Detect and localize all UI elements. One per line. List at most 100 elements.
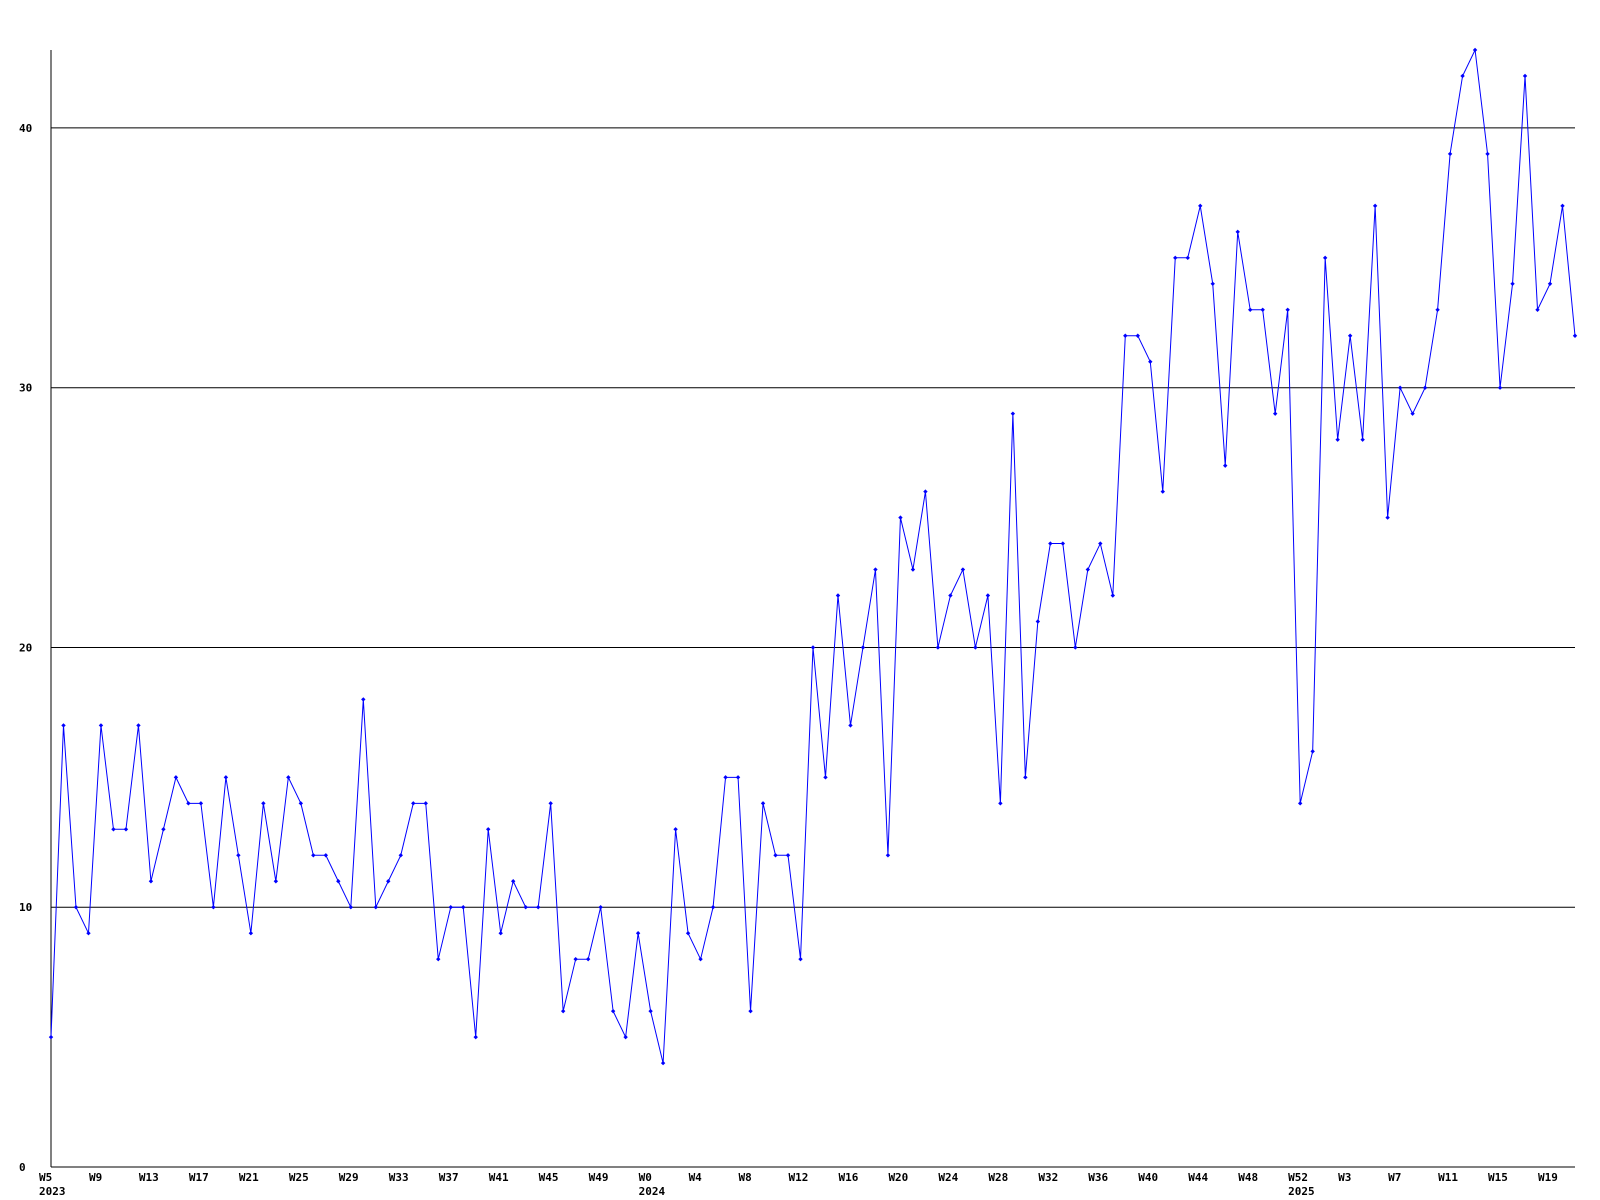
data-point <box>848 723 853 728</box>
data-point <box>111 827 116 832</box>
data-point <box>760 801 766 806</box>
data-point <box>486 827 491 832</box>
data-point <box>948 593 953 598</box>
data-point <box>498 931 503 936</box>
data-point <box>1160 489 1165 494</box>
data-point <box>648 1008 653 1014</box>
data-point <box>885 853 891 858</box>
y-tick-label-20: 20 <box>19 641 32 654</box>
data-point <box>398 853 403 858</box>
data-point <box>248 931 254 936</box>
data-point <box>998 801 1003 806</box>
data-point <box>1248 307 1253 312</box>
data-point <box>1372 203 1378 209</box>
data-points <box>48 47 1578 1066</box>
data-point <box>610 1008 616 1014</box>
data-point <box>1410 411 1415 416</box>
data-point <box>1322 255 1328 261</box>
data-point <box>1310 749 1315 754</box>
data-point <box>1148 359 1153 364</box>
data-point <box>1272 411 1278 416</box>
data-point <box>1447 151 1453 157</box>
data-point <box>910 567 916 572</box>
data-point <box>723 775 728 780</box>
data-point <box>223 775 229 780</box>
data-point <box>1485 151 1490 157</box>
data-point <box>211 905 216 910</box>
x-tick-labels: W5 W9 W13 W17 W21 W25 W29 W33 W37 W41 W45 W49 W0 W4 W8… <box>39 1171 1558 1184</box>
data-point <box>573 956 578 962</box>
data-point <box>1435 307 1440 312</box>
data-point <box>336 879 341 884</box>
data-point <box>1472 47 1478 53</box>
data-point <box>148 879 154 884</box>
x-tick-label: W8 <box>739 1171 752 1184</box>
x-tick-label: W12 <box>789 1171 809 1184</box>
x-tick-label: W49 <box>589 1171 609 1184</box>
data-point <box>773 853 778 858</box>
data-point <box>810 645 816 650</box>
data-point <box>1198 203 1203 209</box>
data-point <box>311 853 316 858</box>
x-tick-label: W44 <box>1188 1171 1208 1184</box>
data-point <box>1235 229 1240 235</box>
grid-lines <box>51 127 1575 908</box>
data-point <box>1572 333 1578 338</box>
y-tick-label-30: 30 <box>19 382 32 395</box>
data-point <box>1460 73 1465 79</box>
data-point <box>785 853 791 858</box>
data-point <box>98 723 104 728</box>
x-tick-label: W45 <box>539 1171 559 1184</box>
data-point <box>873 567 878 572</box>
data-point <box>823 775 828 780</box>
data-point <box>1185 255 1190 261</box>
x-tick-label: W17 <box>189 1171 209 1184</box>
x-tick-label: W0 <box>639 1171 652 1184</box>
x-tick-label: W24 <box>938 1171 958 1184</box>
data-point <box>535 905 541 910</box>
data-point <box>198 801 204 806</box>
data-point <box>461 905 466 910</box>
data-point <box>161 827 166 832</box>
data-point <box>1535 307 1540 312</box>
data-point <box>286 775 291 780</box>
data-point <box>373 905 378 910</box>
series-line <box>50 48 1576 1064</box>
data-point <box>1522 73 1528 79</box>
x-tick-label: W9 <box>89 1171 102 1184</box>
data-point <box>423 801 428 806</box>
data-point <box>1397 385 1403 390</box>
data-point <box>623 1034 628 1040</box>
x-tick-label: W21 <box>239 1171 259 1184</box>
data-point <box>1023 775 1028 780</box>
data-point <box>735 775 741 780</box>
year-labels: 2023 2024 2025 <box>39 1185 1315 1198</box>
data-point <box>1010 411 1016 416</box>
data-point <box>698 956 703 962</box>
x-tick-label: W11 <box>1438 1171 1458 1184</box>
x-tick-label: W19 <box>1538 1171 1558 1184</box>
data-point <box>860 645 866 650</box>
x-tick-label: W25 <box>289 1171 309 1184</box>
data-point <box>685 931 691 936</box>
data-point <box>635 931 641 936</box>
data-point <box>73 905 79 910</box>
y-tick-labels: 0 10 20 30 40 <box>19 122 32 1174</box>
x-tick-label: W3 <box>1338 1171 1351 1184</box>
data-point <box>523 905 528 910</box>
data-point <box>1073 645 1078 650</box>
data-point <box>1360 437 1365 442</box>
year-label-2023: 2023 <box>39 1185 66 1198</box>
x-tick-label: W28 <box>988 1171 1008 1184</box>
data-point <box>261 801 266 806</box>
data-point <box>598 905 603 910</box>
y-tick-label-40: 40 <box>19 122 32 135</box>
data-point <box>1422 385 1428 390</box>
data-point <box>835 593 841 598</box>
data-point <box>61 723 66 728</box>
x-tick-label: W48 <box>1238 1171 1258 1184</box>
data-point <box>960 567 966 572</box>
y-tick-label-0: 0 <box>19 1161 26 1174</box>
data-point <box>798 956 803 962</box>
data-point <box>560 1008 566 1014</box>
